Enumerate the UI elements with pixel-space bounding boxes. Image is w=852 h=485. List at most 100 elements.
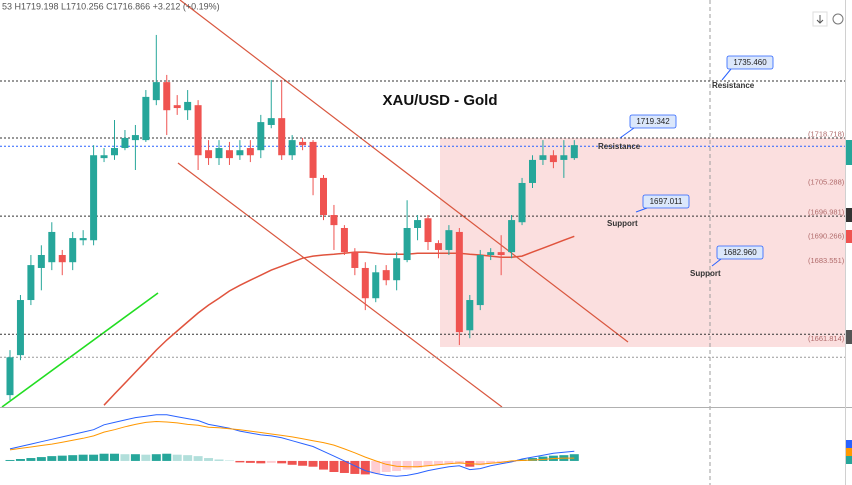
histogram-bar (360, 460, 370, 475)
settings-icon[interactable] (832, 13, 844, 25)
chart-title: XAU/USD - Gold (383, 92, 498, 109)
histogram-bar (475, 460, 485, 466)
price-label: (1690.266) (808, 232, 845, 241)
candle-body (267, 118, 275, 125)
histogram-bar (287, 460, 297, 465)
histogram-bar (371, 460, 381, 474)
candle-body (142, 96, 150, 141)
histogram-bar (130, 454, 140, 461)
candle-body (236, 150, 244, 156)
axis-badge (846, 456, 852, 464)
histogram-bar (172, 454, 182, 461)
candle-body (539, 155, 547, 160)
histogram-bar (235, 460, 245, 463)
histogram-bar (5, 459, 15, 461)
candle-body (79, 238, 87, 241)
callout-box (642, 194, 690, 209)
callout-box (629, 114, 677, 129)
candle-body (361, 267, 369, 299)
histogram-bar (99, 453, 109, 461)
histogram-bar (78, 454, 88, 461)
histogram-bar (26, 458, 36, 461)
histogram-bar (36, 457, 46, 461)
zone (440, 138, 845, 347)
callout-pointer (635, 207, 648, 213)
histogram-bar (454, 460, 464, 464)
candle-body (414, 220, 422, 228)
candle-body (476, 255, 484, 306)
callout-price: 1697.011 (650, 197, 683, 206)
candle-body (131, 135, 139, 141)
candle-body (351, 252, 359, 268)
candle-body (372, 272, 380, 299)
candle-body (246, 148, 254, 156)
histogram-bar (298, 460, 308, 466)
histogram-bar (496, 460, 506, 463)
callout-price: 1735.460 (733, 58, 767, 67)
candle-body (445, 230, 453, 250)
histogram-bar (183, 455, 193, 461)
price-label: (1696.981) (808, 208, 845, 217)
histogram-bar (89, 454, 99, 461)
histogram-bar (256, 460, 266, 464)
candle-body (152, 82, 160, 101)
axis-badge (846, 330, 852, 344)
candle-body (194, 105, 202, 156)
callout-price: 1719.342 (636, 117, 670, 126)
histogram-bar (141, 454, 151, 461)
candle-body (487, 252, 495, 256)
candle-body (90, 155, 98, 241)
candle-body (121, 137, 129, 149)
histogram-bar (329, 460, 339, 473)
histogram-bar (57, 455, 67, 461)
histogram-bar (110, 453, 119, 461)
callout-box (726, 55, 774, 70)
candle-body (455, 231, 463, 333)
callout-text: Resistance (598, 142, 641, 151)
histogram-bar (402, 460, 412, 470)
channel-line (177, 162, 503, 408)
candle-body (320, 177, 327, 216)
histogram-bar (162, 453, 172, 461)
axis-badge (846, 230, 852, 243)
histogram-bar (47, 456, 57, 461)
histogram-bar (15, 459, 25, 461)
channel-line (179, 0, 629, 343)
trend-line (1, 292, 159, 408)
candle-body (100, 155, 108, 159)
candle-body (434, 243, 442, 250)
histogram-bar (193, 456, 203, 461)
candle-body (382, 270, 390, 281)
histogram-bar (486, 460, 496, 464)
candle-body (37, 255, 45, 268)
axis-badge (846, 440, 852, 448)
axis-badge (846, 140, 852, 165)
histogram-bar (277, 460, 287, 464)
candle-body (424, 218, 432, 243)
histogram-bar (151, 454, 161, 461)
candle-body (340, 227, 348, 253)
histogram-bar (204, 458, 214, 461)
callout-text: Support (607, 219, 638, 228)
candle-body (497, 252, 505, 256)
callout-text: Resistance (712, 81, 755, 90)
candle-body (215, 148, 223, 159)
price-label: (1683.551) (808, 256, 845, 265)
histogram-bar (381, 460, 391, 473)
candle-body (560, 155, 568, 160)
candle-body (508, 220, 516, 253)
histogram-bar (308, 460, 318, 467)
candle-body (393, 258, 401, 281)
candle-body (257, 122, 265, 151)
histogram-bar (444, 460, 454, 464)
candle-body (529, 159, 536, 183)
candle-body (69, 238, 77, 263)
histogram-bar (68, 455, 78, 461)
down-icon[interactable] (816, 15, 824, 24)
ohlc-header: 53 H1719.198 L1710.256 C1716.866 +3.212 … (2, 1, 220, 11)
callout-text: Support (690, 269, 721, 278)
indicator-line (9, 414, 575, 477)
candle-body (225, 150, 233, 159)
